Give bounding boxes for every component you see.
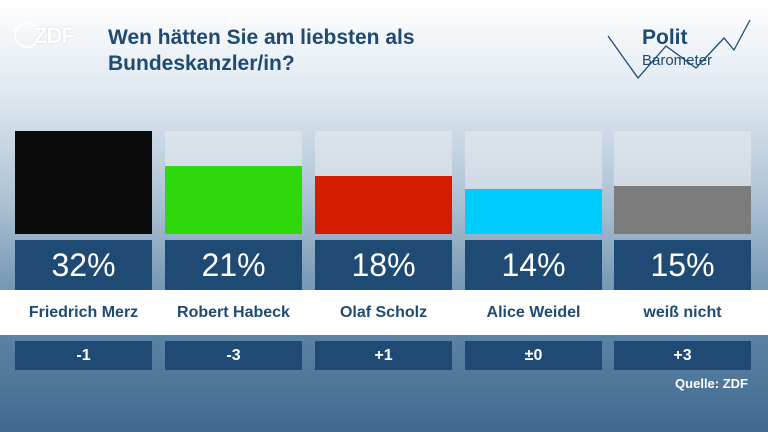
value-label: 21% <box>165 240 302 290</box>
category-label: Olaf Scholz <box>339 304 428 321</box>
value-label: 18% <box>315 240 452 290</box>
category-label: Alice Weidel <box>486 304 581 321</box>
change-label: -1 <box>15 341 152 370</box>
bar-background <box>15 131 152 234</box>
bar <box>465 189 602 234</box>
brand-line-2: Barometer <box>642 52 713 69</box>
value-label: 32% <box>15 240 152 290</box>
source-label: Quelle: ZDF <box>675 376 748 391</box>
change-label: +3 <box>614 341 751 370</box>
value-label: 14% <box>465 240 602 290</box>
value-label: 15% <box>614 240 751 290</box>
bar-background <box>315 131 452 234</box>
bar <box>15 131 152 234</box>
zdf-logo-ring-icon <box>14 22 40 48</box>
politbarometer-zigzag-icon <box>607 19 751 80</box>
category-label: weiß nicht <box>643 304 722 321</box>
politbarometer-logo: Polit Barometer <box>604 16 754 82</box>
name-band <box>0 290 768 335</box>
bar <box>315 176 452 234</box>
category-label: Friedrich Merz <box>28 304 139 321</box>
zdf-logo-text: ZDF <box>34 23 75 48</box>
bar-background <box>465 131 602 234</box>
brand-line-1: Polit <box>642 26 688 49</box>
change-label: ±0 <box>465 341 602 370</box>
bar-background <box>165 131 302 234</box>
category-label: Robert Habeck <box>177 304 290 321</box>
change-label: -3 <box>165 341 302 370</box>
bar <box>614 186 751 234</box>
change-label: +1 <box>315 341 452 370</box>
bar <box>165 166 302 234</box>
chart-title: Wen hätten Sie am liebsten als Bundeskan… <box>108 26 415 75</box>
bar-background <box>614 131 751 234</box>
zdf-logo: ZDF <box>14 22 75 52</box>
